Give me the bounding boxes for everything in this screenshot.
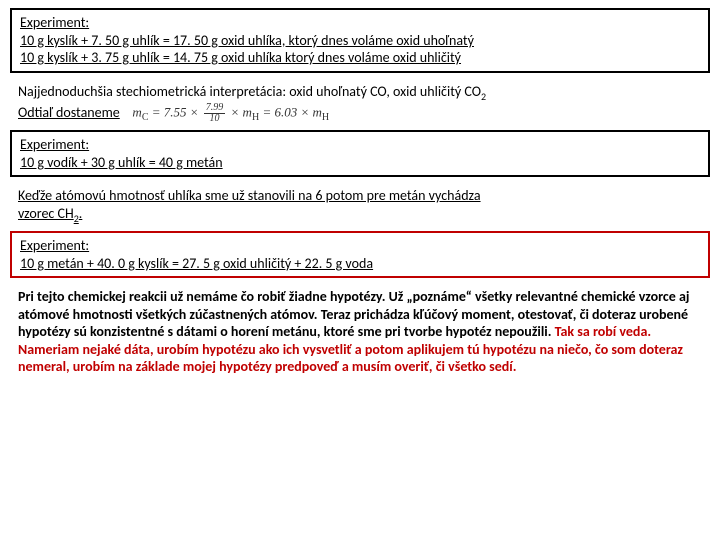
formula-m: m bbox=[132, 104, 141, 119]
metan-line2: vzorec CH2. bbox=[18, 205, 702, 225]
formula-eq3: = 6.03 × m bbox=[259, 104, 322, 119]
metan-line1: Keďže atómovú hmotnosť uhlíka sme už sta… bbox=[18, 187, 702, 205]
final-paragraph: Pri tejto chemickej reakcii už nemáme čo… bbox=[10, 286, 710, 382]
metan-vzorec: vzorec CH bbox=[18, 205, 74, 222]
experiment-box-3: Experiment: 10 g metán + 40. 0 g kyslík … bbox=[10, 231, 710, 278]
metan-period: . bbox=[79, 205, 83, 222]
co2-subscript: 2 bbox=[481, 89, 486, 102]
frac-den: 10 bbox=[204, 114, 226, 124]
experiment-2-line1: 10 g vodík + 30 g uhlík = 40 g metán bbox=[20, 154, 700, 172]
experiment-1-line2: 10 g kyslík + 3. 75 g uhlík = 14. 75 g o… bbox=[20, 49, 700, 67]
experiment-1-title: Experiment: bbox=[20, 14, 700, 32]
metan-block: Keďže atómovú hmotnosť uhlíka sme už sta… bbox=[10, 185, 710, 231]
experiment-box-2: Experiment: 10 g vodík + 30 g uhlík = 40… bbox=[10, 130, 710, 177]
experiment-3-title: Experiment: bbox=[20, 237, 700, 255]
formula: mC = 7.55 × 7.9910 × mH = 6.03 × mH bbox=[132, 103, 329, 125]
experiment-box-1: Experiment: 10 g kyslík + 7. 50 g uhlík … bbox=[10, 8, 710, 73]
experiment-3-line1: 10 g metán + 40. 0 g kyslík = 27. 5 g ox… bbox=[20, 255, 700, 273]
formula-h2-sub: H bbox=[322, 112, 329, 123]
experiment-2-title: Experiment: bbox=[20, 136, 700, 154]
formula-fraction: 7.9910 bbox=[204, 103, 226, 124]
experiment-1-line1: 10 g kyslík + 7. 50 g uhlík = 17. 50 g o… bbox=[20, 32, 700, 50]
interpretation-text: Najjednoduchšia stechiometrická interpre… bbox=[18, 83, 481, 100]
interpretation-line2: Odtiaľ dostaneme mC = 7.55 × 7.9910 × mH… bbox=[18, 103, 702, 125]
interpretation-line1: Najjednoduchšia stechiometrická interpre… bbox=[18, 83, 702, 103]
formula-eq1: = 7.55 × bbox=[148, 104, 201, 119]
interpretation-block: Najjednoduchšia stechiometrická interpre… bbox=[10, 81, 710, 131]
odtial-text: Odtiaľ dostaneme bbox=[18, 104, 120, 121]
formula-eq2: × m bbox=[227, 104, 252, 119]
